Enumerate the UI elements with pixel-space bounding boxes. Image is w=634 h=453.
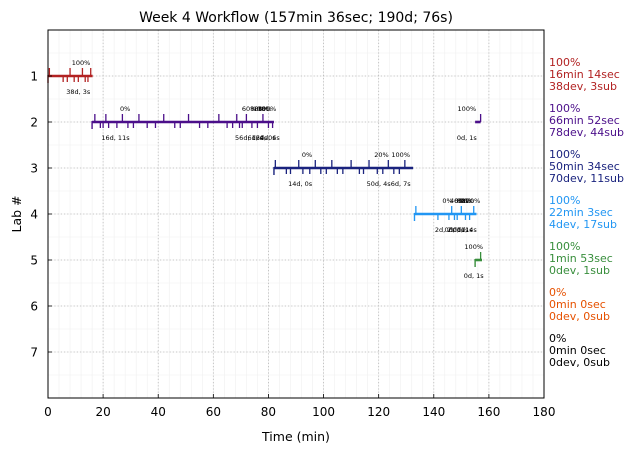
lab-5-series: 100% 0d, 1s (464, 243, 485, 280)
duration-label: 0d, 1s (457, 134, 478, 142)
duration-label: 1d, 4s (457, 226, 478, 234)
x-tick-label: 180 (533, 405, 556, 419)
y-tick-label: 7 (30, 346, 38, 360)
pct-label: 90% (257, 105, 271, 113)
summary-line: 38dev, 3sub (549, 80, 617, 93)
duration-label: 0d, 1s (464, 272, 485, 280)
lab-4-summary: 100% 22min 3sec 4dev, 17sub (549, 194, 617, 231)
pct-label: 80% (250, 105, 264, 113)
x-axis: 0 20 40 60 80 100 120 140 160 180 (44, 394, 555, 419)
duration-label: 6d, 0s (247, 134, 268, 142)
summary-line: 0dev, 1sub (549, 264, 610, 277)
summary-line: 100% (549, 240, 580, 253)
summary-line: 0min 0sec (549, 344, 606, 357)
duration-label: 56d, 12s (235, 134, 264, 142)
summary-line: 0dev, 0sub (549, 310, 610, 323)
pct-label: 20% (374, 151, 388, 159)
pct-label: 100% (464, 243, 483, 251)
pct-label: 0% (302, 151, 312, 159)
summary-line: 1min 53sec (549, 252, 613, 265)
summary-line: 78dev, 44sub (549, 126, 624, 139)
summary-line: 70dev, 11sub (549, 172, 624, 185)
duration-label: 0d, 1s (449, 226, 470, 234)
duration-label: 16d, 11s (101, 134, 130, 142)
summary-line: 100% (549, 56, 580, 69)
summary-line: 22min 3sec (549, 206, 613, 219)
pct-label: 100% (458, 105, 477, 113)
y-tick-label: 6 (30, 300, 38, 314)
summary-line: 66min 52sec (549, 114, 620, 127)
summary-line: 0% (549, 332, 566, 345)
x-tick-label: 120 (367, 405, 390, 419)
pct-label: 60% (242, 105, 256, 113)
duration-label: 0d, 0s (444, 226, 465, 234)
pct-label: 0% (442, 197, 452, 205)
lab-1-summary: 100% 16min 14sec 38dev, 3sub (549, 56, 620, 93)
y-tick-label: 4 (30, 208, 38, 222)
y-tick-label: 3 (30, 162, 38, 176)
y-tick-label: 1 (30, 70, 38, 84)
lab-7-summary: 0% 0min 0sec 0dev, 0sub (549, 332, 610, 369)
summary-line: 0% (549, 286, 566, 299)
x-tick-label: 60 (206, 405, 221, 419)
chart-title: Week 4 Workflow (157min 36sec; 190d; 76s… (139, 10, 453, 26)
x-tick-label: 80 (261, 405, 276, 419)
lab-2-summary: 100% 66min 52sec 78dev, 44sub (549, 102, 624, 139)
pct-label: 100% (462, 197, 481, 205)
x-tick-label: 160 (477, 405, 500, 419)
duration-label: 0d, 1s (453, 226, 474, 234)
x-tick-label: 140 (422, 405, 445, 419)
x-axis-label: Time (min) (261, 429, 330, 444)
y-tick-label: 5 (30, 254, 38, 268)
duration-label: 14d, 0s (288, 180, 313, 188)
grid (47, 30, 545, 398)
pct-label: 100% (258, 105, 277, 113)
duration-label: 6d, 7s (391, 180, 412, 188)
summary-line: 0min 0sec (549, 298, 606, 311)
lab-3-series: 0% 20% 100% 14d, 0s 50d, 4s 6d, 7s (273, 151, 414, 188)
pct-label: 100% (72, 59, 91, 67)
y-axis-label: Lab # (9, 195, 24, 232)
pct-label: 100% (391, 151, 410, 159)
pct-label: 90% (460, 197, 474, 205)
pct-label: 60% (454, 197, 468, 205)
duration-label: 2d, 2s (435, 226, 456, 234)
duration-label: 50d, 4s (367, 180, 392, 188)
duration-label: 4d, 6s (260, 134, 281, 142)
lab-6-summary: 0% 0min 0sec 0dev, 0sub (549, 286, 610, 323)
pct-label: 80% (254, 105, 268, 113)
x-tick-label: 40 (151, 405, 166, 419)
summary-line: 100% (549, 194, 580, 207)
summary-line: 16min 14sec (549, 68, 620, 81)
x-tick-label: 100 (312, 405, 335, 419)
y-tick-label: 2 (30, 116, 38, 130)
summary-line: 100% (549, 102, 580, 115)
summary-line: 0dev, 0sub (549, 356, 610, 369)
pct-label: 80% (457, 197, 471, 205)
pct-label: 0% (120, 105, 130, 113)
chart-marks: 100%38d, 3s0% 60%80%80%90%100%16d, 11s 56d… (47, 59, 485, 280)
x-tick-label: 0 (44, 405, 52, 419)
lab-5-summary: 100% 1min 53sec 0dev, 1sub (549, 240, 613, 277)
y-axis: 1 2 3 4 5 6 7 (30, 70, 52, 360)
summary-line: 50min 34sec (549, 160, 620, 173)
duration-label: 6d, 0s (256, 134, 277, 142)
pct-label: 40% (450, 197, 464, 205)
summary-line: 100% (549, 148, 580, 161)
duration-label: 38d, 3s (66, 88, 91, 96)
x-tick-label: 20 (95, 405, 110, 419)
summary-line: 4dev, 17sub (549, 218, 617, 231)
lab-3-summary: 100% 50min 34sec 70dev, 11sub (549, 148, 624, 185)
